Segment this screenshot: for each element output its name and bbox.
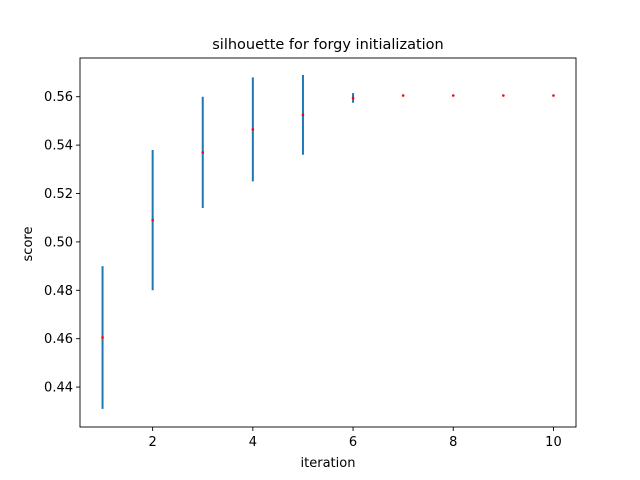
data-point-2 bbox=[151, 218, 154, 222]
data-point-6 bbox=[351, 96, 355, 100]
y-tick-label-1: 0.46 bbox=[44, 332, 73, 347]
y-axis-label: score bbox=[21, 227, 36, 262]
data-point-8 bbox=[451, 94, 455, 97]
data-point-10 bbox=[552, 94, 555, 97]
data-point-1 bbox=[101, 336, 104, 339]
data-point-4 bbox=[251, 128, 255, 131]
data-point-7 bbox=[401, 94, 405, 97]
y-tick-label-0: 0.44 bbox=[44, 381, 73, 396]
y-tick-label-3: 0.50 bbox=[44, 235, 73, 250]
chart-title: silhouette for forgy initialization bbox=[212, 37, 443, 53]
x-tick-label-10: 10 bbox=[545, 435, 562, 450]
y-tick-label-4: 0.52 bbox=[44, 187, 73, 202]
x-tick-label-8: 8 bbox=[449, 435, 457, 450]
x-axis-label: iteration bbox=[301, 456, 356, 471]
data-point-3 bbox=[201, 151, 205, 154]
data-point-5 bbox=[301, 113, 305, 117]
x-tick-label-4: 4 bbox=[249, 435, 257, 450]
data-point-9 bbox=[502, 94, 505, 97]
plot-frame bbox=[79, 57, 577, 428]
y-tick-label-2: 0.48 bbox=[44, 284, 73, 299]
x-tick-label-6: 6 bbox=[349, 435, 357, 450]
x-tick-label-2: 2 bbox=[149, 435, 157, 450]
y-tick-label-6: 0.56 bbox=[44, 90, 73, 105]
y-tick-label-5: 0.54 bbox=[44, 139, 73, 154]
